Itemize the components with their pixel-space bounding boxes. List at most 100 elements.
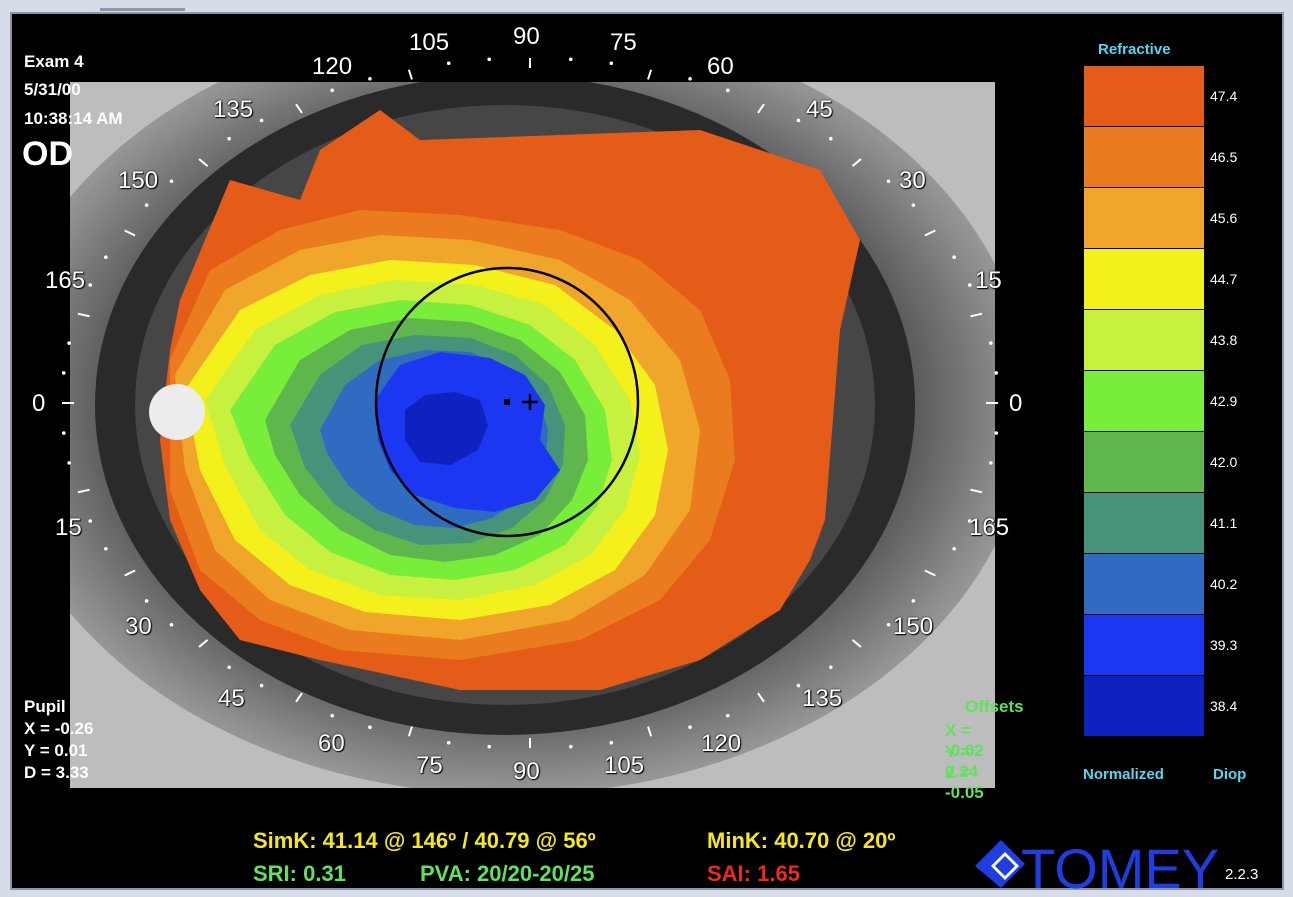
sai-readout: SAI: 1.65 bbox=[707, 861, 800, 886]
pupil-y: Y = 0.01 bbox=[24, 741, 88, 760]
degree-tick bbox=[407, 726, 413, 737]
window-top-edge bbox=[100, 8, 185, 11]
degree-dot bbox=[446, 740, 451, 745]
degree-dot bbox=[829, 665, 833, 670]
vertex-crosshair bbox=[522, 394, 538, 410]
degree-dot bbox=[487, 744, 492, 749]
pupil-center-marker bbox=[504, 399, 510, 405]
color-swatch bbox=[1084, 432, 1204, 493]
degree-dot bbox=[144, 203, 149, 207]
color-swatch bbox=[1084, 66, 1204, 127]
degree-dot bbox=[330, 88, 335, 93]
degree-dot bbox=[67, 461, 71, 465]
simk-readout: SimK: 41.14 @ 146º / 40.79 @ 56º bbox=[253, 828, 596, 853]
color-swatch bbox=[1084, 249, 1204, 310]
scale-value: 41.1 bbox=[1210, 515, 1238, 531]
scale-value: 40.2 bbox=[1210, 576, 1238, 592]
tomey-logo: TOMEY bbox=[973, 836, 1223, 897]
degree-tick bbox=[124, 229, 136, 237]
degree-label: 150 bbox=[893, 613, 934, 640]
degree-label: 90 bbox=[513, 23, 540, 50]
degree-dot bbox=[911, 599, 916, 603]
degree-dot bbox=[227, 136, 231, 141]
sri-readout: SRI: 0.31 bbox=[253, 861, 346, 886]
degree-dot bbox=[609, 740, 614, 745]
degree-tick bbox=[924, 229, 936, 237]
degree-dot bbox=[104, 547, 108, 551]
color-scale-bar bbox=[1084, 66, 1204, 737]
degree-tick bbox=[198, 158, 209, 167]
degree-tick bbox=[77, 488, 90, 494]
offset-z: Z = -0.05 bbox=[945, 763, 984, 802]
scale-value: 42.9 bbox=[1210, 393, 1238, 409]
degree-tick bbox=[407, 69, 413, 80]
degree-dot bbox=[330, 713, 335, 718]
color-swatch bbox=[1084, 371, 1204, 432]
scale-value: 43.8 bbox=[1210, 332, 1238, 348]
degree-tick bbox=[647, 69, 653, 80]
color-swatch bbox=[1084, 493, 1204, 554]
tomey-diamond-icon: TOMEY bbox=[975, 837, 1219, 897]
degree-label: 15 bbox=[55, 514, 82, 541]
color-swatch bbox=[1084, 615, 1204, 676]
scale-value: 47.4 bbox=[1210, 88, 1238, 104]
unit-label: Diop bbox=[1213, 766, 1247, 783]
degree-dot bbox=[688, 725, 692, 729]
degree-label: 105 bbox=[409, 29, 450, 56]
degree-label: 120 bbox=[312, 53, 353, 80]
degree-dot bbox=[725, 713, 730, 718]
degree-label: 75 bbox=[416, 752, 443, 779]
degree-dot bbox=[796, 118, 801, 123]
degree-label: 120 bbox=[701, 730, 742, 757]
degree-label: 60 bbox=[707, 53, 734, 80]
pupil-outline bbox=[374, 266, 640, 538]
degree-tick bbox=[77, 312, 90, 318]
offset-y: Y = 0.24 bbox=[945, 742, 979, 781]
degree-dot bbox=[994, 371, 999, 375]
scale-value: 38.4 bbox=[1210, 698, 1238, 714]
degree-tick bbox=[970, 488, 983, 494]
scale-value: 39.3 bbox=[1210, 637, 1238, 653]
degree-label: 135 bbox=[802, 685, 843, 712]
pupil-d: D = 3.33 bbox=[24, 763, 89, 782]
degree-label: 45 bbox=[806, 96, 833, 123]
degree-dot bbox=[609, 61, 614, 66]
eye-side-label: OD bbox=[22, 135, 73, 173]
degree-dot bbox=[88, 519, 93, 523]
degree-dot bbox=[829, 136, 833, 141]
scale-value: 45.6 bbox=[1210, 210, 1238, 226]
color-swatch bbox=[1084, 188, 1204, 249]
degree-dot bbox=[796, 683, 801, 688]
exam-date: 5/31/00 bbox=[24, 80, 81, 99]
degree-tick bbox=[757, 692, 765, 703]
degree-label: 90 bbox=[513, 758, 540, 785]
color-swatch bbox=[1084, 554, 1204, 615]
degree-dot bbox=[61, 371, 66, 375]
degree-dot bbox=[994, 431, 999, 435]
degree-tick bbox=[851, 158, 862, 167]
degree-label: 165 bbox=[45, 267, 86, 294]
degree-tick bbox=[970, 312, 983, 318]
logo-text: TOMEY bbox=[1021, 837, 1219, 892]
color-swatch bbox=[1084, 676, 1204, 737]
degree-dot-ring bbox=[61, 57, 999, 749]
degree-label: 75 bbox=[610, 29, 637, 56]
degree-dot bbox=[989, 461, 993, 465]
degree-dot bbox=[446, 61, 451, 66]
degree-dot bbox=[487, 57, 492, 62]
degree-dot bbox=[259, 683, 264, 688]
degree-tick bbox=[924, 569, 936, 577]
degree-tick bbox=[198, 639, 209, 648]
degree-dot bbox=[368, 77, 372, 81]
degree-label: 0 bbox=[1009, 390, 1023, 417]
map-ring-11 bbox=[405, 392, 488, 465]
pva-readout: PVA: 20/20-20/25 bbox=[420, 861, 595, 886]
degree-dot bbox=[886, 622, 891, 627]
degree-dot bbox=[169, 179, 174, 184]
scale-mode-label: Normalized bbox=[1083, 766, 1164, 783]
degree-label: 135 bbox=[213, 96, 254, 123]
degree-dot bbox=[911, 203, 916, 207]
degree-tick bbox=[757, 103, 765, 114]
degree-label: 165 bbox=[969, 514, 1010, 541]
degree-dot bbox=[967, 519, 972, 523]
